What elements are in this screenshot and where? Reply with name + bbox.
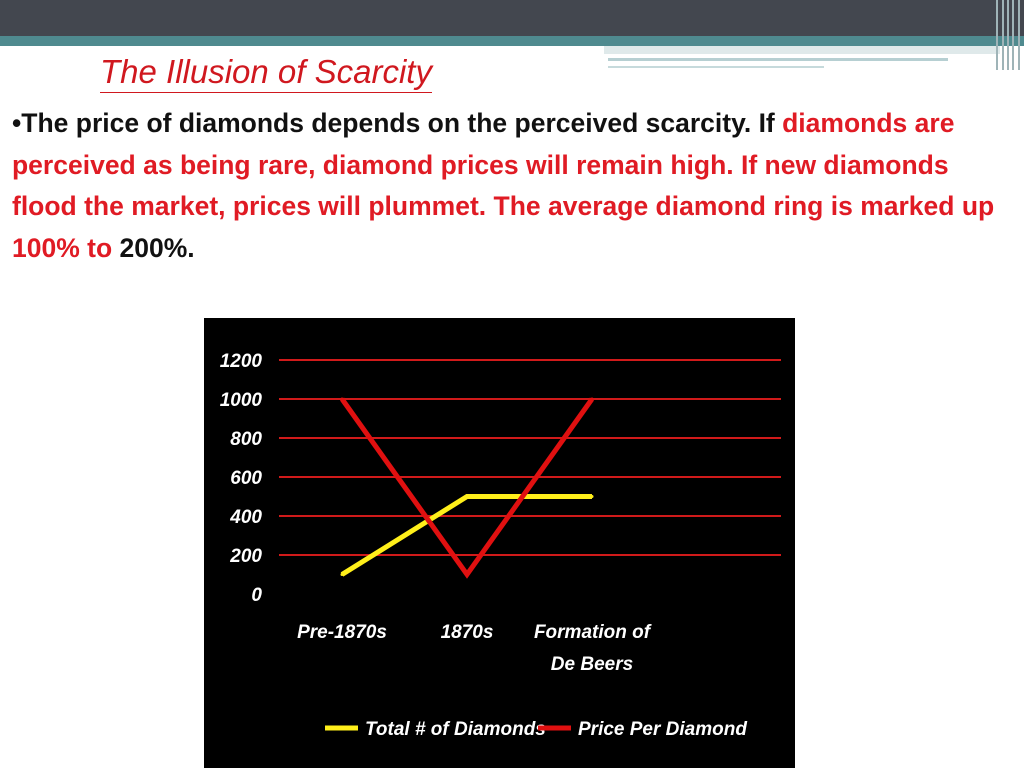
series-line-0	[340, 494, 592, 577]
slide-title: The Illusion of Scarcity	[100, 52, 432, 93]
header-accent-line-short	[608, 66, 824, 68]
x-tick-label: De Beers	[551, 654, 633, 675]
line-chart: 0 200 400 600 800 1000 1200 Pre-1870s 1870s Forma…	[204, 318, 795, 768]
data-point	[340, 397, 344, 401]
x-tick-label: 1870s	[441, 622, 494, 643]
y-tick-label: 0	[251, 585, 262, 606]
y-tick-label: 800	[230, 429, 262, 450]
y-tick-label: 1000	[220, 390, 263, 411]
header-light-bar	[604, 46, 1000, 54]
x-tick-label: Pre-1870s	[297, 622, 387, 643]
chart-canvas: 0 200 400 600 800 1000 1200 Pre-1870s 1870s Forma…	[220, 351, 781, 740]
body-text-intro: The price of diamonds depends on the per…	[21, 108, 783, 138]
x-tick-label: Formation of	[534, 622, 652, 643]
bullet-marker: •	[12, 108, 22, 138]
data-point	[340, 573, 344, 576]
header-accent-line	[608, 58, 948, 61]
body-text-tail: 200%.	[119, 232, 195, 263]
header-dark-band	[0, 0, 1024, 36]
data-point	[465, 573, 469, 576]
body-text-emphasis: diamonds are perceived as being rare, di…	[12, 108, 995, 263]
slide-body-paragraph: •The price of diamonds depends on the pe…	[12, 103, 1017, 269]
y-tick-label: 400	[229, 507, 262, 528]
y-tick-label: 1200	[220, 351, 263, 372]
data-point	[465, 495, 469, 498]
legend-label: Price Per Diamond	[578, 719, 747, 740]
header-vertical-lines	[994, 0, 1024, 70]
data-point	[590, 397, 594, 401]
y-tick-label: 200	[229, 546, 262, 567]
y-tick-label: 600	[230, 468, 262, 489]
legend-label: Total # of Diamonds	[365, 719, 546, 740]
data-point	[590, 495, 594, 498]
header-teal-band	[0, 36, 1024, 46]
